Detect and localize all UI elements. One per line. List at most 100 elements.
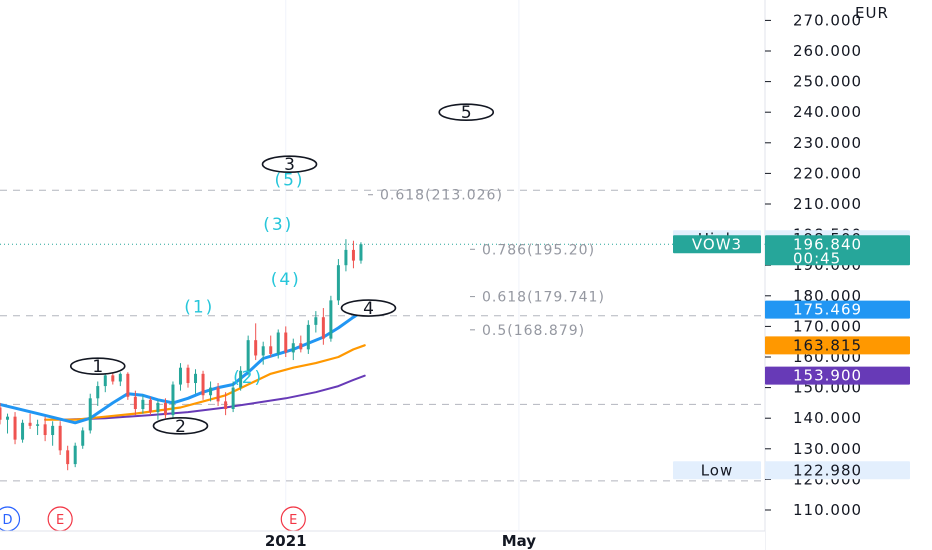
candle-16 — [118, 372, 122, 387]
candle-body-10 — [73, 445, 77, 465]
candle-28 — [209, 381, 213, 402]
candle-22 — [163, 398, 167, 419]
candle-body-47 — [351, 249, 355, 261]
price-tag-value-ma-purple: 153.900 — [793, 367, 862, 385]
y-tick-label-14: 250.000 — [793, 73, 862, 91]
candle-body-33 — [246, 340, 250, 371]
candle-11 — [81, 427, 85, 449]
y-tick-label-0: 110.000 — [793, 501, 862, 519]
candle-body-30 — [224, 401, 228, 410]
candle-26 — [194, 369, 198, 394]
candle-body-7 — [51, 425, 55, 436]
price-tag-value-last: 196.840 — [793, 235, 862, 253]
event-label-2: E — [289, 513, 297, 528]
fib-value-0: 213.026 — [432, 188, 497, 204]
wave-annotations: 1 2 3 4 5 (1) (2) (3) (4) (5) D E E — [0, 103, 495, 532]
price-tag-box-last — [765, 235, 910, 266]
candle-18 — [133, 390, 137, 416]
candle-body-1 — [6, 416, 10, 420]
candle-body-46 — [344, 249, 348, 266]
candle-35 — [261, 341, 265, 365]
candle-40 — [299, 335, 303, 353]
price-tag-value-ma-orange: 163.815 — [793, 336, 862, 354]
level-lines: 0.618(213.026) 0.786(195.20) 0.618(179.741… — [0, 188, 765, 482]
y-tick-label-11: 220.000 — [793, 164, 862, 182]
candle-23 — [171, 381, 175, 419]
price-tag-low: 122.980 Low — [673, 461, 910, 480]
candle-46 — [344, 239, 348, 272]
price-tag-labelbox-low — [673, 461, 761, 480]
candle-body-44 — [329, 300, 333, 339]
price-tag-value-ma-blue: 175.469 — [793, 301, 862, 319]
candle-body-19 — [141, 399, 145, 410]
wave-label-0: 1 — [92, 357, 103, 377]
y-tick-label-13: 240.000 — [793, 103, 862, 121]
candle-38 — [284, 326, 288, 357]
price-tag-ma-purple: 153.900 — [765, 366, 910, 385]
fib-label-0: 0.618(213.026) — [380, 188, 503, 204]
candle-body-29 — [216, 387, 220, 402]
y-tick-label-7: 180.000 — [793, 287, 862, 305]
candle-body-4 — [28, 422, 32, 426]
candle-body-16 — [118, 373, 122, 382]
candle-39 — [291, 338, 295, 361]
candle-body-6 — [43, 424, 47, 436]
candle-body-25 — [186, 367, 190, 384]
candle-3 — [21, 419, 25, 443]
fib-ratio-1: 0.786 — [482, 242, 527, 258]
wave-circle-4 — [438, 103, 495, 121]
candle-body-34 — [254, 340, 258, 356]
candle-body-31 — [231, 387, 235, 410]
candle-body-9 — [66, 450, 70, 465]
candle-body-20 — [148, 399, 152, 413]
candle-5 — [36, 419, 40, 436]
wave-label-3: 4 — [363, 299, 374, 319]
candle-body-42 — [314, 317, 318, 325]
candle-body-27 — [201, 373, 205, 396]
candle-48 — [359, 242, 363, 264]
candle-41 — [306, 320, 310, 354]
candles — [0, 239, 363, 471]
time-axis[interactable]: 2021 May — [0, 530, 765, 550]
wave-circle-1 — [152, 417, 209, 435]
candle-47 — [351, 240, 355, 269]
wave-label-6: (2) — [233, 368, 263, 388]
candle-1 — [6, 413, 10, 434]
candle-body-23 — [171, 384, 175, 416]
candle-4 — [28, 413, 32, 429]
x-tick-label-0: 2021 — [265, 532, 307, 550]
y-tick-label-12: 230.000 — [793, 134, 862, 152]
fib-ratio-0: 0.618 — [380, 188, 425, 204]
candle-32 — [239, 366, 243, 391]
candle-24 — [178, 363, 182, 391]
price-tag-label-low: Low — [701, 461, 734, 479]
candle-body-0 — [0, 407, 2, 420]
fib-label-2: 0.618(179.741) — [482, 290, 605, 306]
candle-20 — [148, 396, 152, 416]
candle-body-37 — [276, 332, 280, 354]
candle-27 — [201, 370, 205, 400]
candle-body-26 — [194, 373, 198, 384]
candle-29 — [216, 383, 220, 406]
candle-body-35 — [261, 346, 265, 356]
candle-21 — [156, 399, 160, 420]
candle-30 — [224, 392, 228, 416]
candle-body-13 — [96, 386, 100, 399]
y-tick-label-16: 270.000 — [793, 11, 862, 29]
candle-12 — [88, 393, 92, 434]
candle-body-43 — [321, 317, 325, 339]
wave-circle-3 — [340, 299, 397, 317]
candle-13 — [96, 381, 100, 406]
event-label-1: E — [56, 513, 64, 528]
y-tick-label-3: 140.000 — [793, 409, 862, 427]
candle-body-21 — [156, 402, 160, 413]
candle-body-5 — [36, 424, 40, 426]
fib-ratio-2: 0.618 — [482, 290, 527, 306]
candle-43 — [321, 308, 325, 345]
price-tags: 198.500High196.84000:45VOW3175.469163.81… — [673, 230, 910, 480]
candle-2 — [13, 412, 17, 445]
fib-ratio-3: 0.5 — [482, 323, 507, 339]
candle-body-28 — [209, 387, 213, 396]
price-tag-box-low — [765, 461, 910, 480]
